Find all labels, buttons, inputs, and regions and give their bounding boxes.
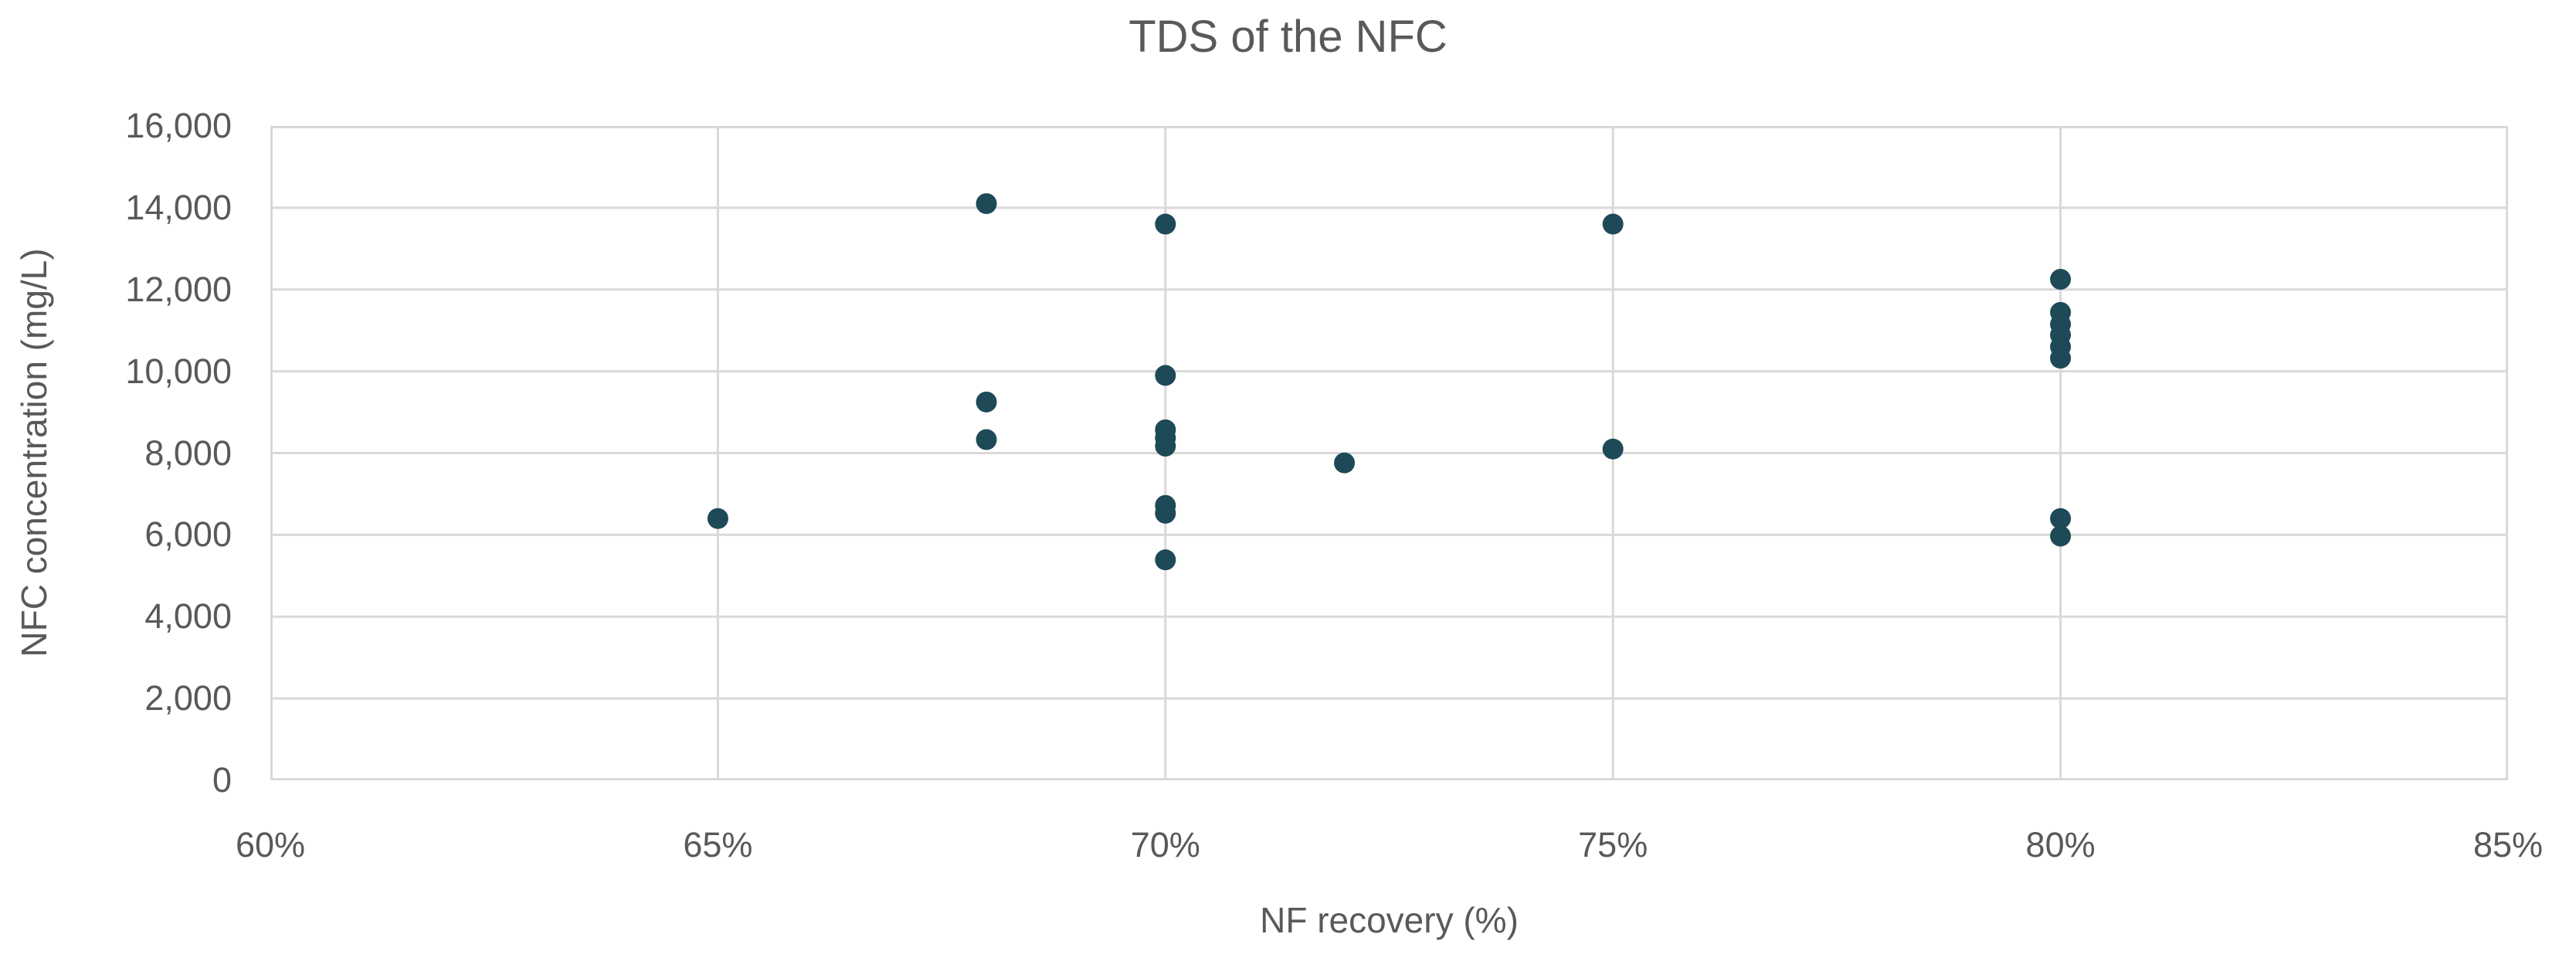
- x-tick-label: 65%: [683, 825, 753, 864]
- data-point: [976, 193, 997, 215]
- y-tick-label: 10,000: [125, 351, 232, 391]
- y-tick-label: 14,000: [125, 187, 232, 227]
- data-point: [1155, 365, 1176, 386]
- chart-title: TDS of the NFC: [1128, 12, 1448, 62]
- x-tick-label: 80%: [2025, 825, 2096, 864]
- data-point: [1602, 438, 1624, 460]
- y-tick-label: 12,000: [125, 269, 232, 309]
- plot-area: [270, 126, 2508, 780]
- data-point: [1155, 213, 1176, 235]
- y-tick-label: 4,000: [144, 596, 232, 637]
- data-point: [2050, 525, 2072, 547]
- data-point: [707, 508, 728, 529]
- data-point: [2050, 269, 2072, 290]
- data-point: [1155, 549, 1176, 571]
- data-point: [1602, 213, 1624, 235]
- data-point: [976, 429, 997, 450]
- y-tick-label: 16,000: [125, 106, 232, 145]
- data-point: [1155, 502, 1176, 524]
- y-tick-label: 0: [212, 760, 232, 800]
- y-tick-label: 6,000: [144, 515, 232, 555]
- x-tick-label: 60%: [235, 825, 306, 864]
- data-point: [1334, 452, 1356, 474]
- plot-border: [270, 126, 2508, 780]
- data-point: [1155, 436, 1176, 457]
- x-axis-title: NF recovery (%): [1260, 900, 1519, 940]
- data-point: [976, 391, 997, 413]
- x-tick-label: 70%: [1130, 825, 1200, 864]
- x-tick-label: 85%: [2472, 825, 2544, 864]
- y-tick-label: 8,000: [144, 433, 232, 473]
- data-point: [2050, 508, 2072, 529]
- x-tick-label: 75%: [1578, 825, 1648, 864]
- y-tick-label: 2,000: [144, 678, 232, 718]
- data-point: [2050, 348, 2072, 369]
